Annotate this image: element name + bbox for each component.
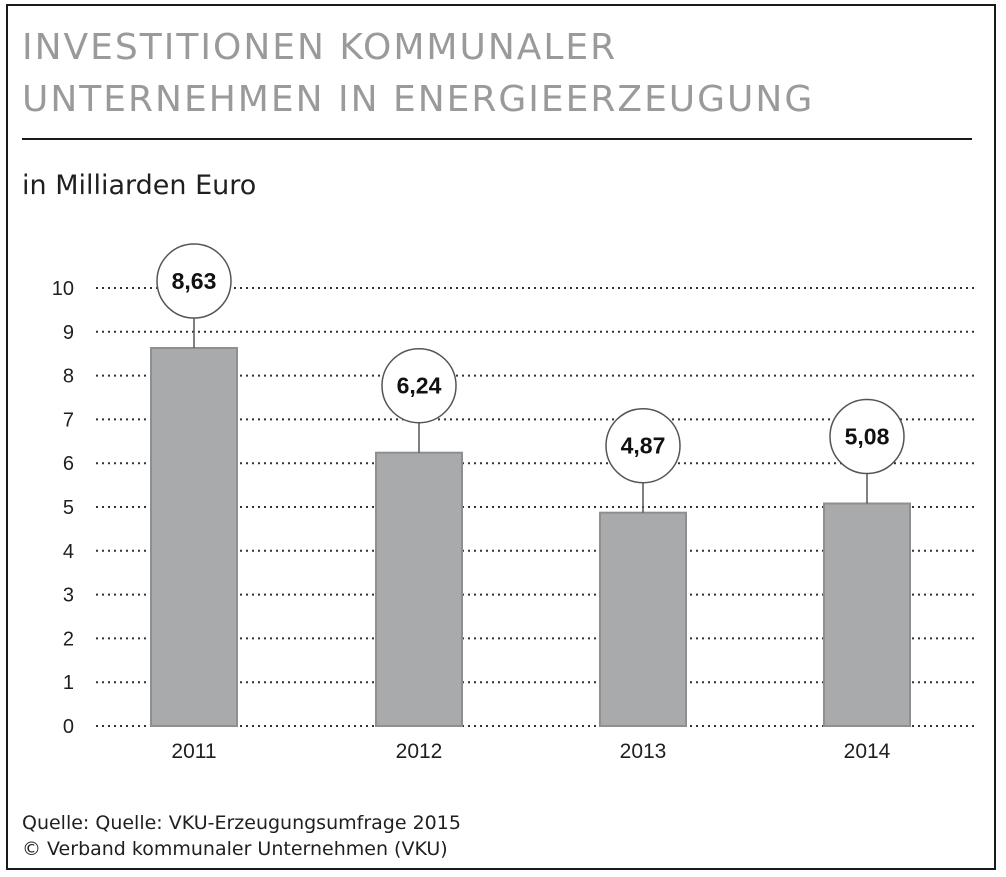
title-divider bbox=[22, 138, 972, 140]
chart-subtitle: in Milliarden Euro bbox=[22, 170, 257, 201]
copyright-line: © Verband kommunaler Unternehmen (VKU) bbox=[22, 838, 448, 860]
y-tick-label: 5 bbox=[63, 497, 74, 519]
bar-chart: 0 1 2 3 4 5 6 7 8 9 10 8,63 2011 6,24 2012 4,87 2013 5,08… bbox=[52, 243, 976, 763]
data-label: 4,87 bbox=[621, 433, 666, 459]
y-tick-label: 10 bbox=[52, 278, 74, 300]
y-tick-label: 9 bbox=[63, 322, 74, 344]
value-circle bbox=[381, 347, 457, 424]
value-circle bbox=[829, 398, 905, 475]
x-tick-label: 2011 bbox=[171, 740, 216, 763]
value-circle bbox=[156, 243, 232, 319]
bar bbox=[599, 511, 687, 727]
data-label: 5,08 bbox=[845, 423, 890, 449]
x-tick-label: 2012 bbox=[396, 740, 443, 763]
y-tick-label: 3 bbox=[63, 585, 74, 607]
y-tick-label: 8 bbox=[63, 366, 74, 388]
source-note: Quelle: Quelle: VKU-Erzeugungsumfrage 20… bbox=[22, 810, 461, 862]
source-line: Quelle: Quelle: VKU-Erzeugungsumfrage 20… bbox=[22, 812, 461, 834]
y-tick-label: 6 bbox=[63, 453, 74, 475]
bar bbox=[823, 502, 911, 727]
y-tick-label: 4 bbox=[63, 541, 74, 563]
y-tick-label: 0 bbox=[63, 716, 74, 738]
bar bbox=[375, 451, 463, 727]
y-tick-label: 1 bbox=[63, 672, 74, 694]
chart-title: INVESTITIONEN KOMMUNALER UNTERNEHMEN IN … bbox=[22, 27, 815, 120]
x-tick-label: 2014 bbox=[844, 740, 891, 763]
bar bbox=[150, 347, 238, 727]
data-label: 6,24 bbox=[397, 373, 442, 399]
value-circle bbox=[605, 407, 681, 484]
x-tick-label: 2013 bbox=[620, 740, 667, 763]
y-tick-label: 2 bbox=[63, 628, 74, 650]
y-tick-label: 7 bbox=[63, 409, 74, 431]
data-label: 8,63 bbox=[172, 268, 217, 294]
